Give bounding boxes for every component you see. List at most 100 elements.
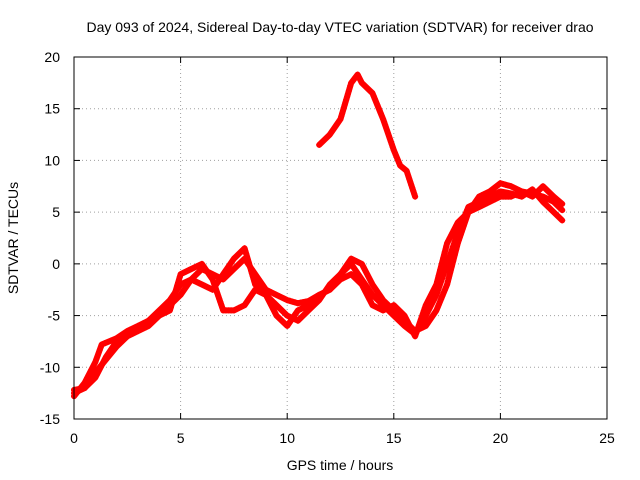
data-point	[369, 90, 376, 97]
data-point	[374, 101, 381, 108]
data-point	[417, 316, 424, 323]
data-point	[411, 190, 418, 197]
data-point	[542, 194, 549, 201]
data-point	[177, 271, 184, 278]
data-point	[414, 327, 421, 334]
data-point	[218, 301, 225, 308]
data-point	[341, 102, 348, 109]
data-point	[246, 262, 253, 269]
data-point	[508, 183, 515, 190]
data-point	[337, 116, 344, 123]
data-point	[372, 303, 379, 310]
data-point	[353, 258, 360, 265]
data-point	[300, 304, 307, 311]
data-point	[129, 330, 136, 337]
data-point	[376, 107, 383, 114]
y-tick-label: -15	[40, 411, 60, 427]
data-point	[413, 330, 420, 337]
data-point	[110, 336, 117, 343]
series-3	[71, 183, 566, 393]
data-point	[166, 307, 173, 314]
data-point	[452, 235, 459, 242]
data-point	[206, 285, 213, 292]
data-point	[107, 337, 114, 344]
y-tick-label: 20	[44, 49, 60, 65]
data-point	[438, 260, 445, 267]
data-point	[380, 307, 387, 314]
data-point	[242, 248, 249, 255]
data-point	[193, 279, 200, 285]
data-point	[124, 333, 131, 340]
data-point	[449, 260, 456, 267]
x-tick-label: 25	[599, 430, 615, 446]
data-point	[158, 311, 165, 318]
data-point	[379, 113, 385, 120]
data-point	[388, 303, 395, 310]
data-point	[276, 293, 283, 300]
data-point	[321, 289, 328, 296]
data-point	[408, 182, 415, 189]
data-point	[445, 258, 452, 264]
x-axis-label: GPS time / hours	[287, 457, 394, 473]
data-point	[412, 193, 419, 200]
data-point	[410, 187, 417, 194]
data-point	[176, 276, 182, 283]
data-point	[345, 88, 352, 95]
data-point	[486, 198, 493, 205]
data-point	[248, 270, 255, 277]
data-point	[435, 275, 441, 282]
data-point	[210, 279, 217, 286]
data-point	[373, 98, 379, 105]
x-tick-label: 0	[70, 430, 78, 446]
y-tick-label: -5	[48, 308, 61, 324]
data-point	[273, 291, 280, 298]
data-point	[268, 289, 275, 296]
data-point	[437, 266, 444, 273]
data-point	[380, 116, 387, 123]
data-point	[212, 284, 219, 291]
data-point	[215, 293, 222, 300]
data-point	[447, 266, 454, 273]
data-point	[386, 133, 392, 139]
data-point	[451, 238, 458, 245]
data-point	[494, 194, 501, 201]
data-point	[201, 282, 208, 289]
data-point	[241, 245, 248, 252]
data-point	[434, 304, 441, 311]
data-point	[97, 344, 104, 351]
data-point	[435, 272, 442, 279]
data-point	[387, 138, 394, 145]
data-point	[96, 347, 103, 354]
data-point	[433, 281, 440, 288]
data-point	[193, 263, 200, 270]
x-tick-label: 15	[386, 430, 402, 446]
data-point	[404, 170, 411, 177]
data-point	[386, 135, 393, 142]
data-point	[446, 272, 453, 279]
data-point	[478, 202, 485, 209]
data-point	[171, 290, 178, 297]
data-point	[254, 288, 261, 294]
data-point	[524, 191, 530, 197]
y-tick-label: 15	[44, 101, 60, 117]
x-tick-label: 20	[493, 430, 509, 446]
data-point	[217, 298, 224, 305]
data-point	[318, 290, 325, 297]
data-point	[176, 274, 183, 280]
plot-frame	[73, 56, 608, 420]
data-point	[198, 281, 205, 288]
data-point	[98, 341, 105, 348]
data-point	[95, 350, 102, 357]
data-point	[468, 207, 475, 214]
data-point	[175, 279, 182, 286]
data-point	[481, 201, 488, 208]
data-point	[382, 121, 389, 128]
data-point	[438, 295, 445, 302]
data-point	[167, 304, 174, 311]
data-point	[419, 310, 426, 317]
data-point	[230, 307, 237, 314]
data-point	[388, 141, 395, 148]
data-point	[510, 192, 517, 199]
data-point	[346, 85, 353, 92]
